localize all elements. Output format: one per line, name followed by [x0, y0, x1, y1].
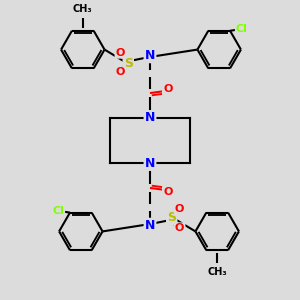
Text: Cl: Cl — [52, 206, 64, 216]
Text: CH₃: CH₃ — [73, 4, 93, 14]
Text: N: N — [145, 111, 155, 124]
Text: O: O — [163, 187, 172, 197]
Text: O: O — [116, 47, 125, 58]
Text: Cl: Cl — [236, 24, 248, 34]
Text: N: N — [145, 157, 155, 170]
Text: CH₃: CH₃ — [207, 267, 227, 277]
Text: O: O — [163, 84, 172, 94]
Text: S: S — [124, 57, 133, 70]
Text: N: N — [145, 49, 155, 62]
Text: O: O — [116, 67, 125, 77]
Text: S: S — [167, 211, 176, 224]
Text: O: O — [175, 204, 184, 214]
Text: N: N — [145, 219, 155, 232]
Text: O: O — [175, 224, 184, 233]
